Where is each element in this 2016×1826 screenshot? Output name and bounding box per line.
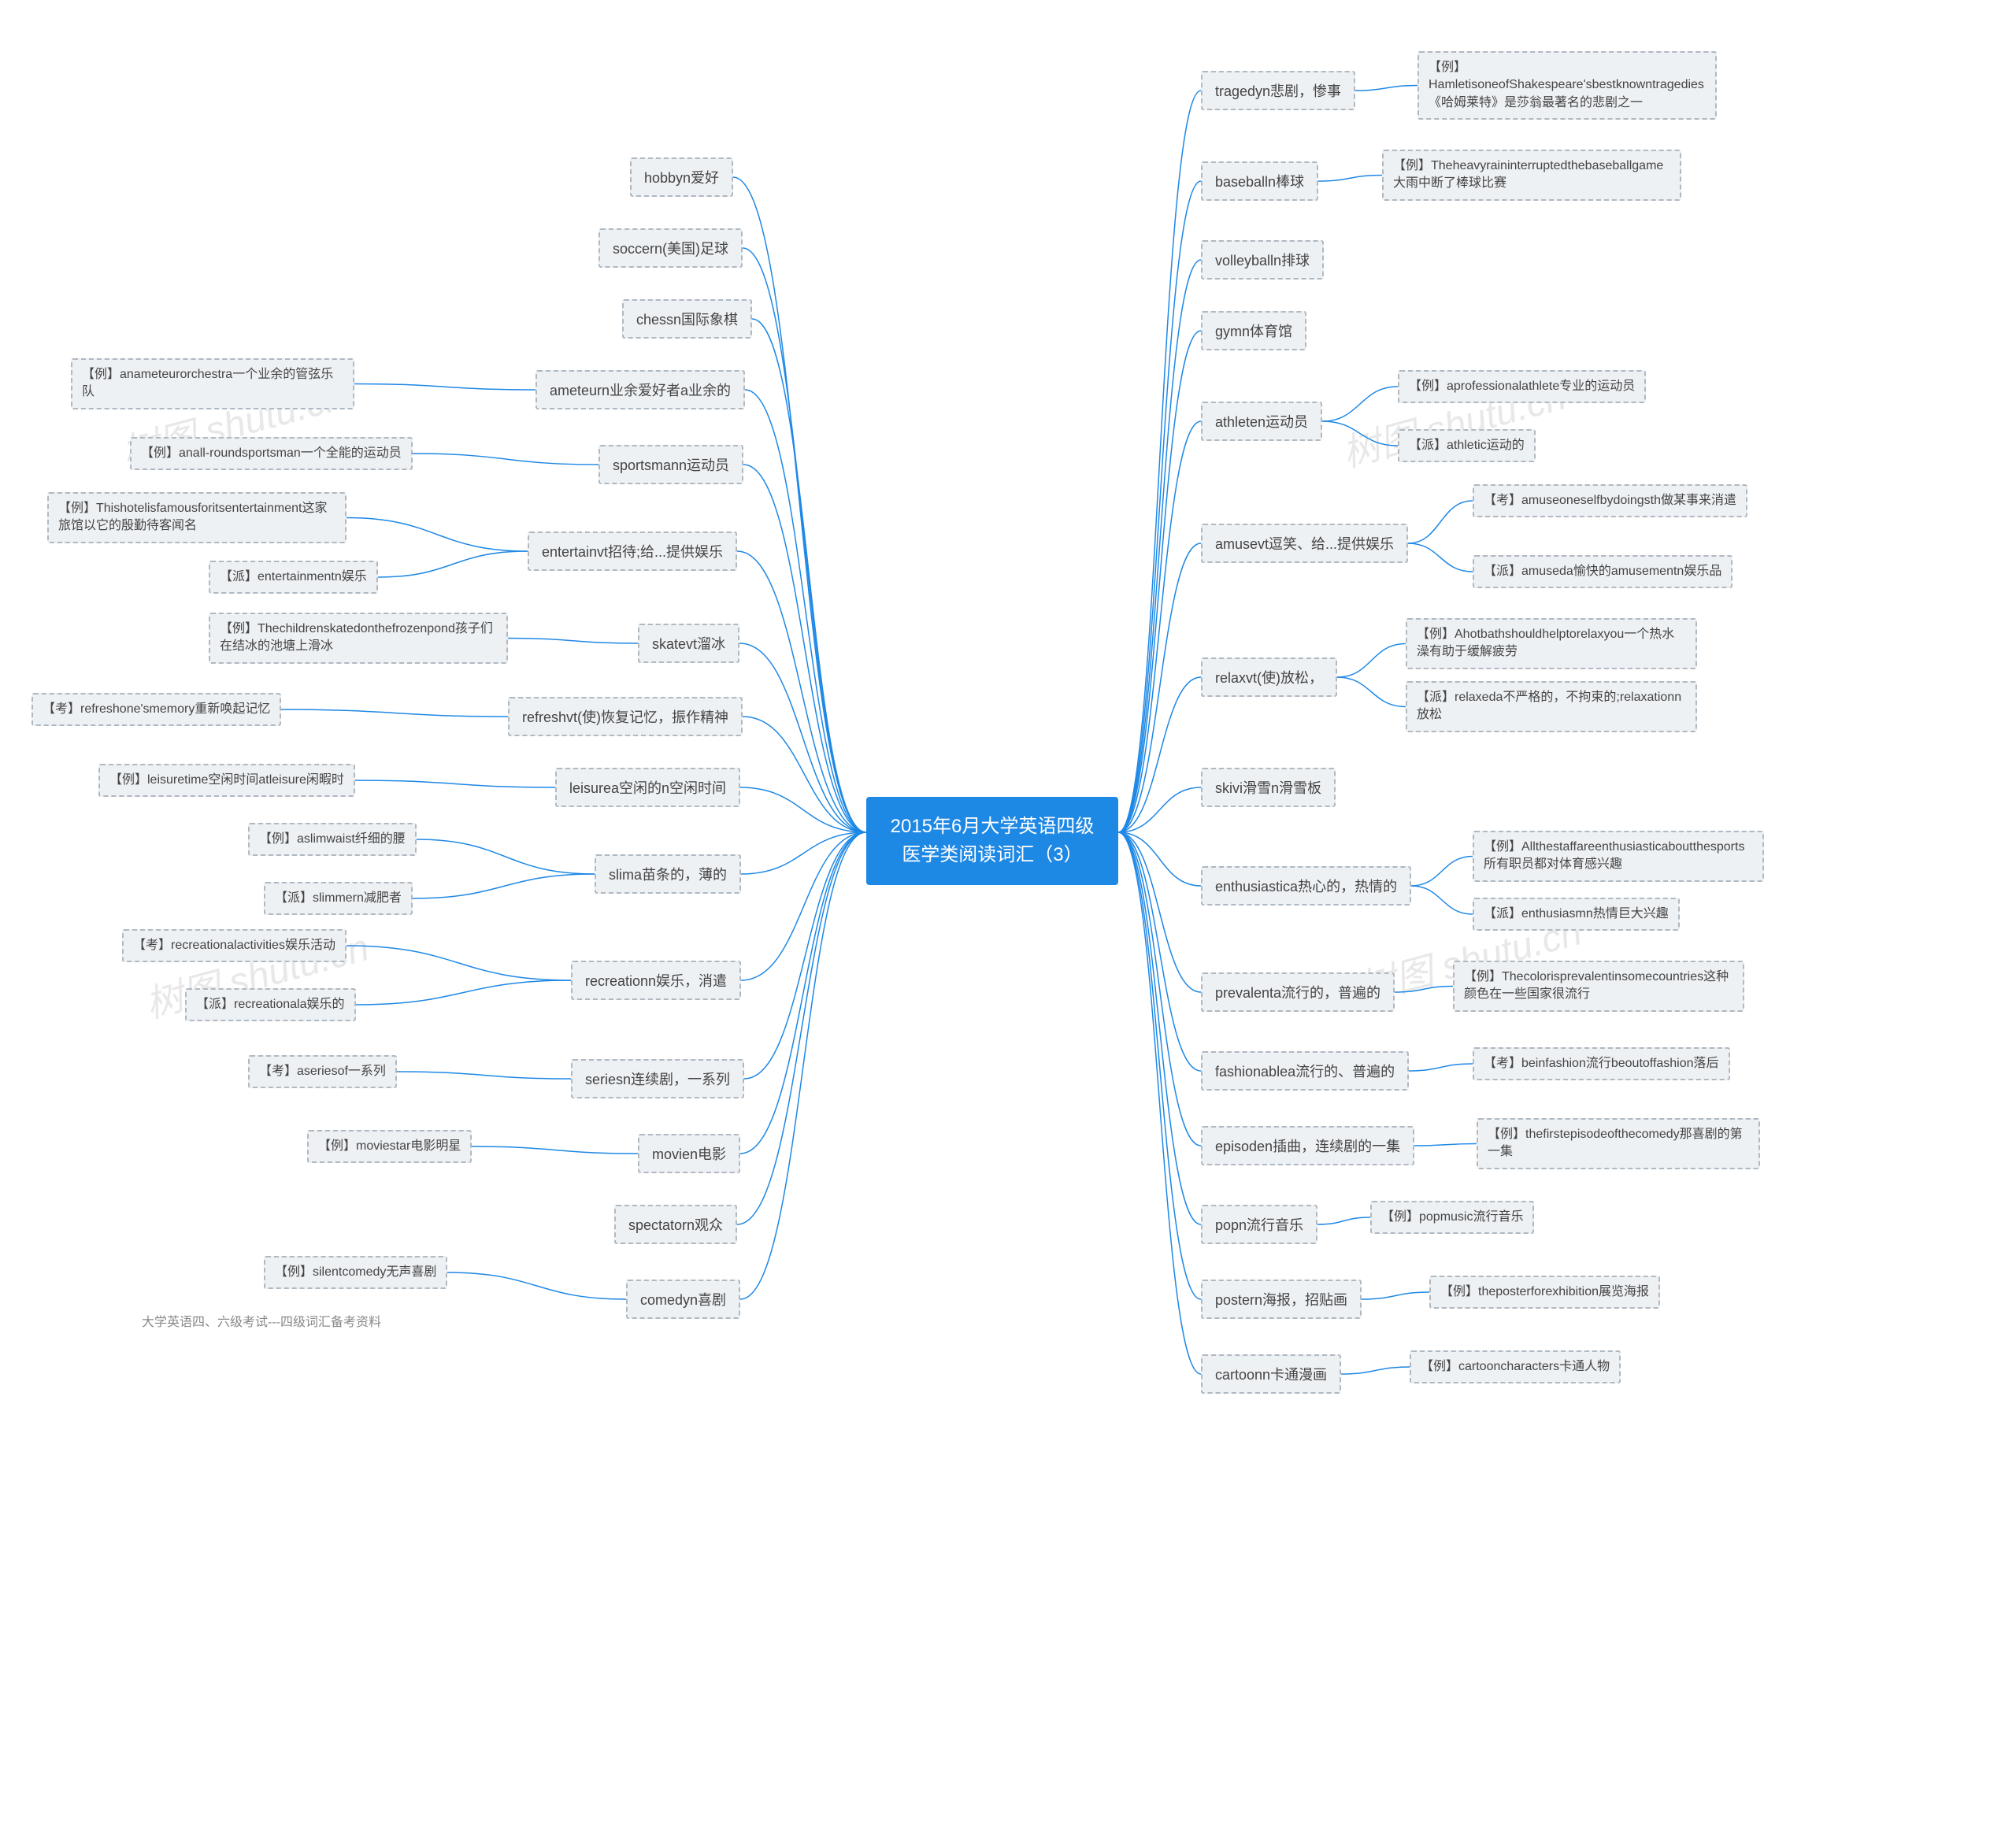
word-node: soccern(美国)足球 <box>598 228 743 268</box>
example-node: 【例】popmusic流行音乐 <box>1370 1201 1534 1234</box>
example-node: 【例】leisuretime空闲时间atleisure闲暇时 <box>98 764 355 797</box>
word-node: popn流行音乐 <box>1201 1205 1317 1244</box>
example-node: 【例】aprofessionalathlete专业的运动员 <box>1398 370 1646 403</box>
word-node: skatevt溜冰 <box>638 624 739 663</box>
word-node: amusevt逗笑、给...提供娱乐 <box>1201 524 1408 563</box>
footer-text: 大学英语四、六级考试---四级词汇备考资料 <box>142 1311 381 1330</box>
word-node: enthusiastica热心的，热情的 <box>1201 866 1411 906</box>
example-node: 【派】entertainmentn娱乐 <box>209 561 378 594</box>
example-node: 【例】Ahotbathshouldhelptorelaxyou一个热水澡有助于缓… <box>1406 618 1697 669</box>
word-node: leisurea空闲的n空闲时间 <box>555 768 740 807</box>
center-node: 2015年6月大学英语四级 医学类阅读词汇（3） <box>866 797 1118 885</box>
example-node: 【例】moviestar电影明星 <box>307 1130 472 1163</box>
example-node: 【考】recreationalactivities娱乐活动 <box>122 929 346 962</box>
example-node: 【考】aseriesof一系列 <box>248 1055 397 1088</box>
word-node: refreshvt(使)恢复记忆，振作精神 <box>508 697 743 736</box>
example-node: 【派】recreationala娱乐的 <box>185 988 356 1021</box>
example-node: 【例】anall-roundsportsman一个全能的运动员 <box>130 437 413 470</box>
example-node: 【派】athletic运动的 <box>1398 429 1536 462</box>
example-node: 【例】cartooncharacters卡通人物 <box>1410 1350 1621 1383</box>
word-node: skivi滑雪n滑雪板 <box>1201 768 1336 807</box>
word-node: seriesn连续剧，一系列 <box>571 1059 744 1098</box>
word-node: hobbyn爱好 <box>630 157 733 197</box>
example-node: 【派】slimmern减肥者 <box>264 882 413 915</box>
word-node: relaxvt(使)放松， <box>1201 657 1337 697</box>
word-node: entertainvt招待;给...提供娱乐 <box>528 532 737 571</box>
center-title-2: 医学类阅读词汇（3） <box>902 844 1082 865</box>
example-node: 【考】refreshone'smemory重新唤起记忆 <box>32 693 281 726</box>
example-node: 【例】aslimwaist纤细的腰 <box>248 823 417 856</box>
example-node: 【例】Theheavyraininterruptedthebaseballgam… <box>1382 150 1681 201</box>
word-node: slima苗条的，薄的 <box>595 854 741 894</box>
example-node: 【例】silentcomedy无声喜剧 <box>264 1256 447 1289</box>
example-node: 【例】Thecolorisprevalentinsomecountries这种颜… <box>1453 961 1744 1012</box>
word-node: volleyballn排球 <box>1201 240 1324 280</box>
word-node: chessn国际象棋 <box>622 299 752 339</box>
word-node: tragedyn悲剧，惨事 <box>1201 71 1355 110</box>
example-node: 【例】HamletisoneofShakespeare'sbestknowntr… <box>1418 51 1717 120</box>
word-node: ameteurn业余爱好者a业余的 <box>536 370 745 409</box>
word-node: prevalenta流行的，普遍的 <box>1201 972 1395 1012</box>
word-node: movien电影 <box>638 1134 740 1173</box>
word-node: athleten运动员 <box>1201 402 1322 441</box>
word-node: gymn体育馆 <box>1201 311 1306 350</box>
word-node: cartoonn卡通漫画 <box>1201 1354 1341 1394</box>
word-node: spectatorn观众 <box>614 1205 737 1244</box>
word-node: recreationn娱乐，消遣 <box>571 961 741 1000</box>
center-title-1: 2015年6月大学英语四级 <box>891 816 1095 837</box>
example-node: 【考】amuseoneselfbydoingsth做某事来消遣 <box>1473 484 1747 517</box>
example-node: 【例】Thishotelisfamousforitsentertainment这… <box>47 492 346 543</box>
example-node: 【例】anameteurorchestra一个业余的管弦乐队 <box>71 358 354 409</box>
example-node: 【考】beinfashion流行beoutoffashion落后 <box>1473 1047 1730 1080</box>
word-node: fashionablea流行的、普遍的 <box>1201 1051 1409 1091</box>
example-node: 【派】relaxeda不严格的，不拘束的;relaxationn放松 <box>1406 681 1697 732</box>
example-node: 【例】theposterforexhibition展览海报 <box>1429 1276 1660 1309</box>
word-node: postern海报，招贴画 <box>1201 1280 1362 1319</box>
example-node: 【派】amuseda愉快的amusementn娱乐品 <box>1473 555 1732 588</box>
word-node: episoden插曲，连续剧的一集 <box>1201 1126 1414 1165</box>
example-node: 【例】Allthestaffareenthusiasticaboutthespo… <box>1473 831 1764 882</box>
word-node: comedyn喜剧 <box>626 1280 740 1319</box>
example-node: 【例】thefirstepisodeofthecomedy那喜剧的第一集 <box>1477 1118 1760 1169</box>
example-node: 【例】Thechildrenskatedonthefrozenpond孩子们在结… <box>209 613 508 664</box>
word-node: sportsmann运动员 <box>598 445 743 484</box>
example-node: 【派】enthusiasmn热情巨大兴趣 <box>1473 898 1680 931</box>
word-node: baseballn棒球 <box>1201 161 1318 201</box>
